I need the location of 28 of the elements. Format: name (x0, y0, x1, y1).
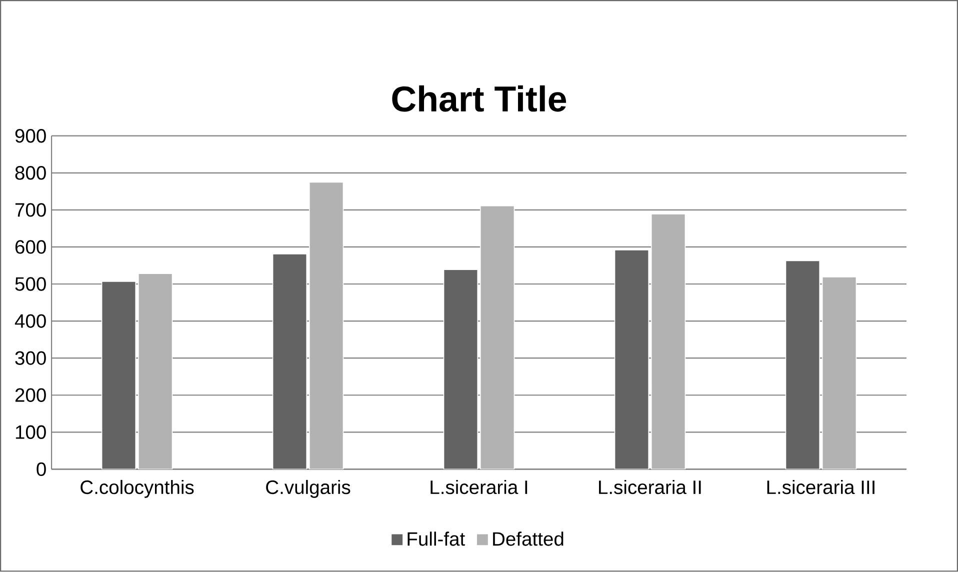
x-tick-label: C.colocynthis (80, 480, 194, 498)
y-tick-label: 0 (36, 462, 46, 476)
y-tick-label: 200 (15, 388, 46, 402)
bar (443, 269, 478, 470)
chart-title: Chart Title (392, 86, 566, 112)
y-tick-label: 500 (15, 277, 46, 291)
bar (480, 206, 515, 470)
bar (101, 281, 136, 470)
bar (272, 254, 308, 470)
y-tick-label: 600 (15, 240, 46, 254)
y-tick-label: 400 (14, 314, 46, 328)
y-tick-label: 300 (15, 351, 46, 366)
bar (138, 273, 173, 470)
bar (650, 214, 686, 470)
y-tick-label: 900 (15, 129, 46, 143)
legend-label: Defatted (493, 532, 564, 546)
y-tick-label: 800 (15, 166, 46, 180)
bar (822, 276, 857, 470)
bar (308, 182, 344, 470)
x-tick-label: L.siceraria I (430, 480, 528, 494)
y-tick-label: 100 (16, 425, 46, 440)
x-tick-label: C.vulgaris (266, 480, 350, 498)
x-tick-label: L.siceraria III (767, 480, 874, 494)
legend-label: Full-fat (408, 532, 465, 546)
x-tick-label: L.siceraria II (599, 480, 701, 494)
y-tick-label: 700 (15, 203, 46, 217)
bar (614, 250, 650, 470)
bar (785, 260, 820, 470)
